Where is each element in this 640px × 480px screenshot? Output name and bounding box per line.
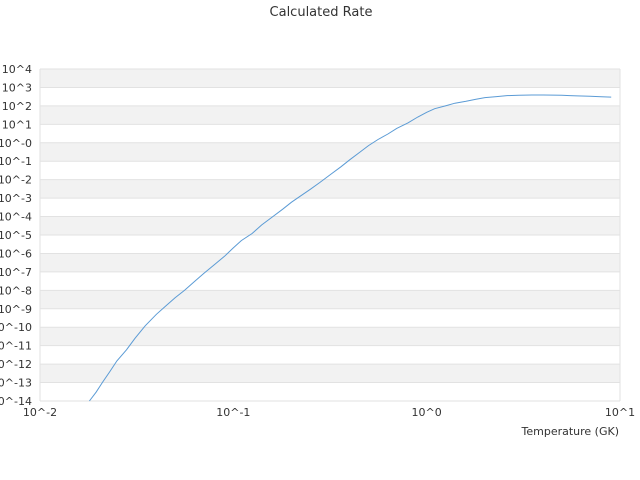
y-tick-label: 10^-0 (0, 137, 32, 150)
y-tick-label: 10^-11 (0, 340, 32, 353)
y-tick-label: 10^-9 (0, 303, 32, 316)
y-tick-label: 10^-5 (0, 229, 32, 242)
x-tick-labels: 10^-2 10^-1 10^0 10^1 (23, 406, 635, 419)
y-tick-label: 10^1 (2, 118, 32, 131)
x-grid-lines (39, 69, 621, 401)
y-tick-label: 10^-8 (0, 284, 32, 297)
grid-band (40, 105, 620, 125)
grid-band (40, 290, 620, 309)
y-tick-label: 10^-10 (0, 321, 32, 334)
grid-band (40, 216, 620, 235)
y-tick-label: 10^4 (2, 63, 32, 76)
grid-band (40, 327, 620, 346)
y-tick-label: 10^-4 (0, 211, 32, 224)
y-tick-label: 10^-12 (0, 358, 32, 371)
y-tick-label: 10^-2 (0, 174, 32, 187)
grid-band (40, 179, 620, 199)
y-tick-label: 10^-1 (0, 155, 32, 168)
y-tick-label: 10^-14 (0, 395, 32, 408)
y-tick-labels: 10^4 10^3 10^2 10^1 10^-0 10^-1 10^-2 10^-3 10^-… (0, 63, 32, 408)
rate-series-line (89, 94, 612, 402)
x-tick-label: 10^0 (412, 406, 442, 419)
x-tick-label: 10^-2 (23, 406, 57, 419)
x-tick-label: 10^-1 (216, 406, 250, 419)
y-tick-label: 10^-3 (0, 192, 32, 205)
grid-bands (40, 69, 620, 383)
grid-band (40, 69, 620, 88)
y-tick-label: 10^-7 (0, 266, 32, 279)
grid-band (40, 253, 620, 272)
grid-band (40, 142, 620, 162)
x-tick-label: 10^1 (605, 406, 635, 419)
grid-band (40, 364, 620, 383)
x-axis-label: Temperature (GK) (521, 425, 620, 438)
chart-title: Calculated Rate (270, 5, 373, 20)
y-tick-label: 10^-6 (0, 247, 32, 260)
y-tick-label: 10^3 (2, 81, 32, 94)
y-grid-lines (40, 68, 620, 402)
y-tick-label: 10^2 (2, 100, 32, 113)
y-tick-label: 10^-13 (0, 377, 32, 390)
